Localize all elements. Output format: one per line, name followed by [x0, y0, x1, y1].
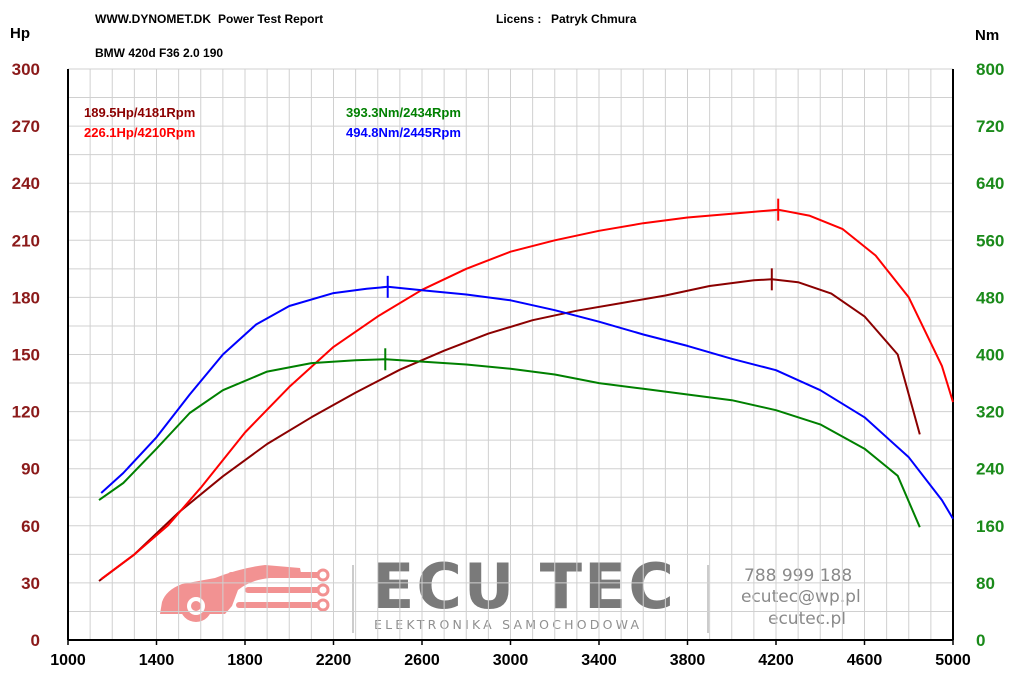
- header-licens-label: Licens :: [496, 12, 541, 26]
- header-car: BMW 420d F36 2.0 190: [95, 46, 223, 60]
- brand-web: ecutec.pl: [768, 609, 846, 629]
- chart-series: [98, 198, 954, 582]
- y-right-tick-label: 320: [976, 403, 1004, 422]
- y-left-tick-label: 0: [31, 631, 40, 650]
- series-line-1: [100, 208, 954, 580]
- y-right-tick-label: 560: [976, 231, 1004, 250]
- brand-name: ECU TEC: [372, 550, 676, 623]
- peak-annotation: 494.8Nm/2445Rpm: [346, 125, 461, 140]
- chart-ticks: 1000 1400 1800 2200 2600 3000 3400 3800 4200 4600…: [12, 60, 1005, 669]
- y-left-tick-label: 180: [12, 288, 40, 307]
- y-left-tick-label: 150: [12, 346, 40, 365]
- x-tick-label: 1800: [227, 652, 263, 669]
- y-right-tick-label: 160: [976, 517, 1004, 536]
- series-line-0: [98, 278, 921, 582]
- y-left-tick-label: 240: [12, 174, 40, 193]
- y-right-tick-label: 400: [976, 346, 1004, 365]
- x-tick-label: 4200: [758, 652, 794, 669]
- series-line-3: [100, 285, 954, 520]
- y-left-tick-label: 30: [21, 574, 40, 593]
- y-right-tick-label: 0: [976, 631, 985, 650]
- peak-annotation: 393.3Nm/2434Rpm: [346, 105, 461, 120]
- header-site: WWW.DYNOMET.DK: [95, 12, 211, 26]
- brand-tagline: ELEKTRONIKA SAMOCHODOWA: [374, 617, 642, 632]
- x-tick-label: 1400: [139, 652, 175, 669]
- x-tick-label: 2200: [316, 652, 352, 669]
- y-right-tick-label: 800: [976, 60, 1004, 79]
- ecutec-logo: [160, 565, 709, 633]
- chart-grid: [67, 68, 954, 641]
- y-left-tick-label: 210: [12, 231, 40, 250]
- x-tick-label: 3800: [670, 652, 706, 669]
- y-right-tick-label: 480: [976, 288, 1004, 307]
- y-left-tick-label: 60: [21, 517, 40, 536]
- series-line-2: [98, 358, 921, 528]
- chart-annotations: 189.5Hp/4181Rpm 226.1Hp/4210Rpm 393.3Nm/24…: [84, 105, 461, 140]
- x-tick-label: 3400: [581, 652, 617, 669]
- peak-annotation: 226.1Hp/4210Rpm: [84, 125, 195, 140]
- peak-annotation: 189.5Hp/4181Rpm: [84, 105, 195, 120]
- y-left-tick-label: 270: [12, 117, 40, 136]
- y-left-tick-label: 120: [12, 403, 40, 422]
- y-right-tick-label: 720: [976, 117, 1004, 136]
- y-right-tick-label: 640: [976, 174, 1004, 193]
- y-left-tick-label: 300: [12, 60, 40, 79]
- left-axis-unit: Hp: [10, 25, 30, 42]
- header-report: Power Test Report: [218, 12, 323, 26]
- right-axis-unit: Nm: [975, 27, 999, 44]
- brand-email: ecutec@wp.pl: [741, 587, 861, 607]
- x-tick-label: 5000: [935, 652, 971, 669]
- header-licens-name: Patryk Chmura: [551, 12, 637, 26]
- x-tick-label: 1000: [50, 652, 86, 669]
- y-right-tick-label: 80: [976, 574, 995, 593]
- x-tick-label: 2600: [404, 652, 440, 669]
- y-right-tick-label: 240: [976, 460, 1004, 479]
- y-left-tick-label: 90: [21, 460, 40, 479]
- x-tick-label: 3000: [493, 652, 529, 669]
- x-tick-label: 4600: [847, 652, 883, 669]
